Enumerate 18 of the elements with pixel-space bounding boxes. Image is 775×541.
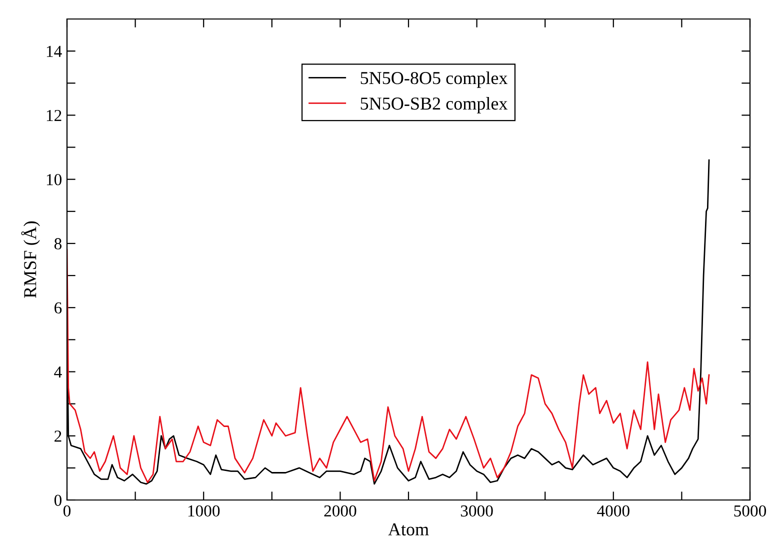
x-tick-label: 2000 [324, 505, 356, 517]
y-tick-label: 0 [54, 494, 62, 506]
y-tick-label: 8 [54, 238, 62, 250]
y-tick-label: 12 [46, 110, 62, 121]
y-tick-label: 10 [46, 174, 62, 186]
y-tick-label: 6 [54, 302, 62, 314]
x-tick-label: 4000 [597, 505, 630, 517]
x-tick-label: 0 [63, 505, 71, 517]
y-tick-label: 2 [54, 430, 62, 442]
legend-label: 5N5O-8O5 complex [360, 71, 508, 88]
y-tick-label: 14 [46, 46, 62, 57]
x-tick-label: 3000 [460, 505, 493, 517]
y-axis-title: RMSF (Å) [21, 221, 40, 298]
y-tick-label: 4 [54, 366, 62, 378]
legend-label: 5N5O-SB2 complex [360, 96, 508, 114]
x-axis-title: Atom [388, 523, 429, 536]
x-tick-label: 1000 [188, 505, 220, 517]
x-tick-label: 5000 [734, 505, 766, 517]
